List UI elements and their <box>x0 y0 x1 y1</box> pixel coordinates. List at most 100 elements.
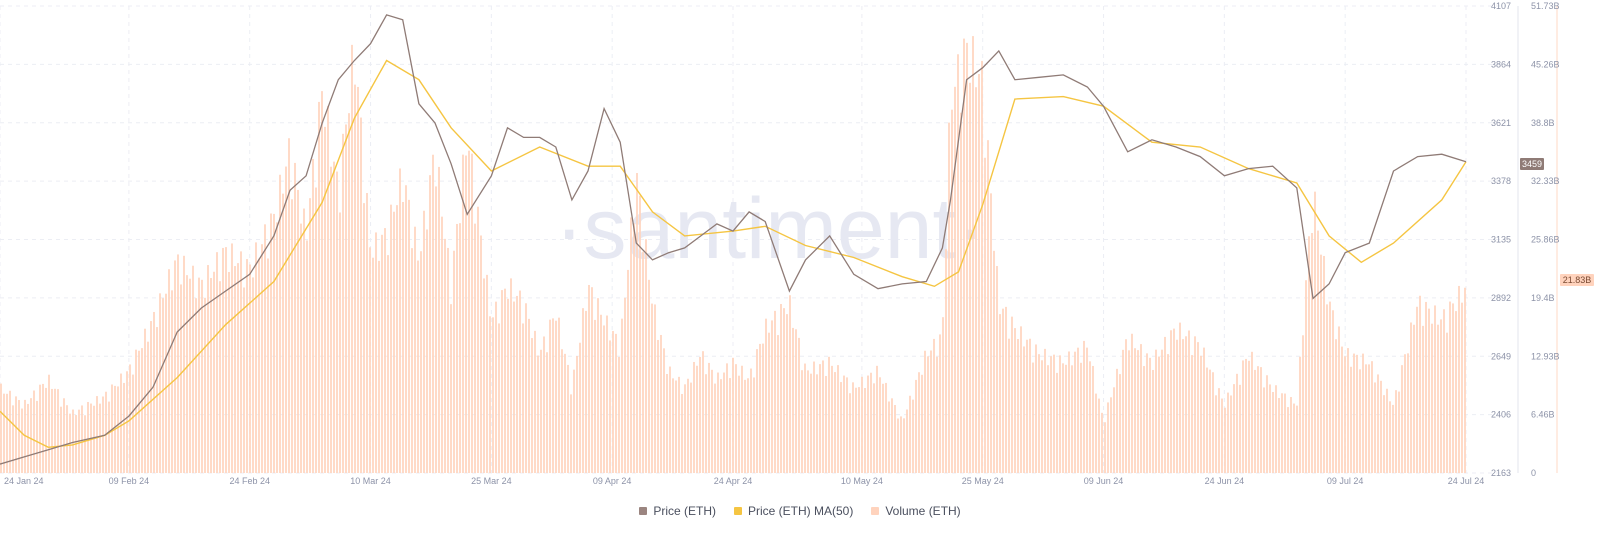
volume-bar <box>327 105 329 473</box>
volume-bar <box>1083 340 1085 473</box>
volume-bar <box>858 387 860 473</box>
volume-tick-label: 6.46B <box>1531 410 1555 420</box>
volume-bar <box>1410 322 1412 473</box>
volume-bar <box>402 202 404 473</box>
volume-bar <box>294 162 296 473</box>
volume-bar <box>45 387 47 473</box>
volume-bar <box>1146 353 1148 473</box>
volume-bar <box>465 155 467 473</box>
price-tick-label: 2406 <box>1491 410 1511 420</box>
volume-bar <box>891 398 893 473</box>
volume-bar <box>426 229 428 473</box>
volume-bar <box>1272 392 1274 473</box>
volume-bar <box>477 206 479 473</box>
volume-bar <box>417 260 419 473</box>
volume-bar <box>1110 397 1112 473</box>
volume-bar <box>867 375 869 473</box>
volume-bar <box>186 275 188 473</box>
volume-bar <box>1203 347 1205 473</box>
volume-bar <box>1170 330 1172 473</box>
volume-bar <box>390 204 392 473</box>
volume-bar <box>705 374 707 473</box>
volume-bar <box>795 329 797 473</box>
volume-bar <box>1431 323 1433 473</box>
volume-bar <box>291 199 293 473</box>
volume-bar <box>1404 354 1406 473</box>
volume-bar <box>600 314 602 473</box>
volume-bar <box>1311 233 1313 473</box>
volume-bar <box>453 250 455 473</box>
volume-bar <box>1317 230 1319 473</box>
volume-bar <box>1164 336 1166 473</box>
price-tick-label: 2892 <box>1491 293 1511 303</box>
volume-bar <box>135 349 137 473</box>
volume-bar <box>990 193 992 473</box>
volume-bar <box>141 348 143 473</box>
volume-bar <box>234 266 236 473</box>
volume-bar <box>321 91 323 473</box>
volume-bar <box>624 297 626 473</box>
volume-bar <box>243 287 245 473</box>
volume-bar <box>1071 365 1073 473</box>
x-axis-ticks: 24 Jan 24 09 Feb 24 24 Feb 24 10 Mar 24 25 M… <box>4 476 1484 486</box>
volume-bar <box>549 319 551 473</box>
x-tick-label: 24 Apr 24 <box>714 476 753 486</box>
volume-bar <box>1392 404 1394 473</box>
volume-bar <box>702 351 704 473</box>
volume-bar <box>912 399 914 473</box>
volume-bar <box>81 405 83 473</box>
legend-item-volume[interactable]: Volume (ETH) <box>871 504 961 518</box>
volume-bar <box>306 240 308 473</box>
volume-bar <box>1032 362 1034 473</box>
legend-swatch-ma50 <box>733 507 742 515</box>
volume-bar <box>408 199 410 474</box>
legend-label-volume: Volume (ETH) <box>885 504 961 518</box>
volume-bar <box>1464 287 1466 473</box>
x-tick-label: 24 Jul 24 <box>1448 476 1485 486</box>
volume-bar <box>351 44 353 474</box>
volume-bar <box>1035 344 1037 473</box>
volume-bar <box>60 406 62 473</box>
volume-bar <box>492 317 494 473</box>
volume-bar <box>1320 254 1322 473</box>
volume-bar <box>195 298 197 473</box>
volume-bar <box>819 364 821 473</box>
volume-bar <box>654 304 656 473</box>
volume-bar <box>204 297 206 473</box>
volume-bar <box>681 393 683 473</box>
volume-bar <box>1077 347 1079 473</box>
volume-bar <box>459 223 461 473</box>
volume-bar <box>816 374 818 473</box>
volume-bar <box>915 379 917 473</box>
volume-bar <box>1119 374 1121 473</box>
volume-bar <box>744 379 746 473</box>
volume-bar <box>1038 354 1040 473</box>
volume-bar <box>771 320 773 473</box>
volume-bar <box>612 331 614 473</box>
volume-bar <box>1137 350 1139 473</box>
volume-bar <box>1458 285 1460 473</box>
volume-bar <box>1218 388 1220 473</box>
volume-bar <box>96 396 98 473</box>
legend-item-price[interactable]: Price (ETH) <box>639 504 716 518</box>
volume-bar <box>1443 309 1445 473</box>
volume-bar <box>1461 302 1463 473</box>
volume-bar <box>648 279 650 473</box>
volume-bar <box>39 384 41 473</box>
volume-bar <box>1338 326 1340 473</box>
volume-bar <box>945 249 947 473</box>
volume-bar <box>984 157 986 473</box>
volume-bar <box>516 295 518 473</box>
volume-bar <box>1014 328 1016 473</box>
volume-bar <box>1131 333 1133 473</box>
volume-bar <box>924 350 926 473</box>
volume-bar <box>918 372 920 473</box>
volume-bar <box>252 277 254 473</box>
volume-bar <box>1419 295 1421 473</box>
legend-item-ma50[interactable]: Price (ETH) MA(50) <box>733 504 853 518</box>
volume-bar <box>1047 365 1049 473</box>
volume-bar <box>1002 308 1004 473</box>
volume-bar <box>1065 364 1067 473</box>
volume-bar <box>1011 316 1013 473</box>
volume-bar <box>714 383 716 473</box>
